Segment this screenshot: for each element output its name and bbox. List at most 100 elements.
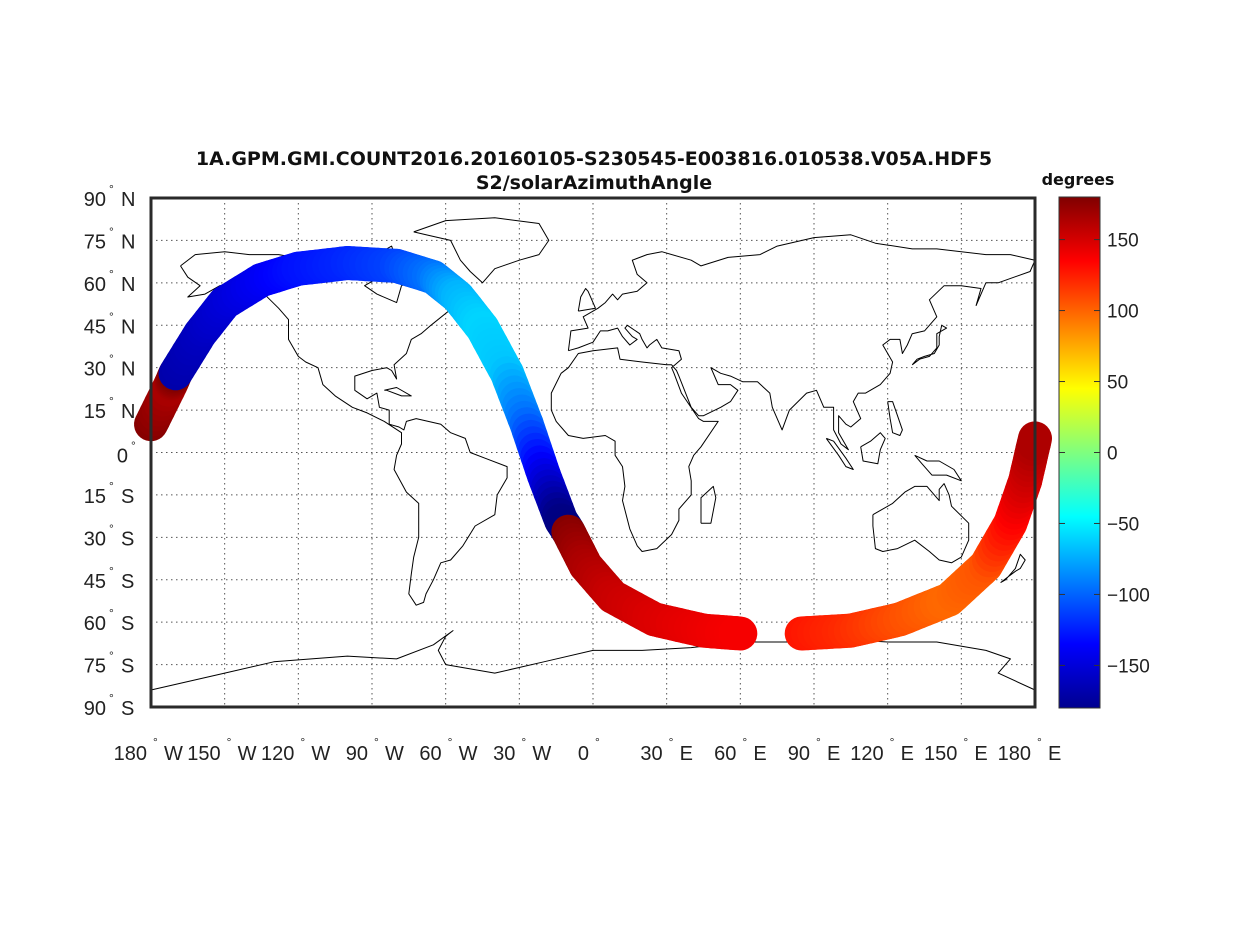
y-tick-degree: ° bbox=[109, 309, 114, 323]
x-tick-hemisphere: W bbox=[459, 743, 478, 765]
coastline bbox=[860, 432, 886, 465]
x-tick-degree: ° bbox=[1037, 735, 1042, 749]
coastline bbox=[1000, 553, 1026, 584]
x-tick-degree: ° bbox=[963, 735, 968, 749]
y-tick-number: 75 bbox=[84, 231, 106, 253]
y-tick-degree: ° bbox=[109, 479, 114, 493]
x-tick-label: 180 ° W bbox=[114, 735, 183, 765]
y-tick-number: 75 bbox=[84, 656, 106, 678]
x-tick-number: 180 bbox=[998, 743, 1031, 765]
x-tick-label: 120 ° E bbox=[850, 735, 914, 765]
x-tick-degree: ° bbox=[374, 735, 379, 749]
y-tick-hemisphere: N bbox=[121, 401, 135, 423]
y-tick-label: 15 ° N bbox=[84, 394, 136, 423]
coastline bbox=[914, 454, 962, 482]
colorbar-tick-label: 0 bbox=[1107, 444, 1118, 465]
x-tick-hemisphere: W bbox=[532, 743, 551, 765]
y-tick-number: 30 bbox=[84, 528, 106, 550]
coastlines bbox=[150, 217, 1036, 691]
y-tick-degree: ° bbox=[109, 691, 114, 705]
x-tick-hemisphere: W bbox=[385, 743, 404, 765]
y-tick-hemisphere: S bbox=[121, 656, 134, 678]
y-tick-degree: ° bbox=[109, 224, 114, 238]
x-tick-number: 150 bbox=[187, 743, 220, 765]
y-tick-degree: ° bbox=[109, 564, 114, 578]
y-tick-degree: ° bbox=[109, 267, 114, 281]
x-axis-ticks: 180°W 150°W 120°W 90°W 60°W 30°W 0°30°E 60°E 90°… bbox=[114, 735, 1062, 765]
x-tick-number: 30 bbox=[640, 743, 662, 765]
chart-subtitle: S2/solarAzimuthAngle bbox=[476, 172, 712, 194]
y-tick-label: 30 ° S bbox=[84, 521, 135, 550]
y-tick-number: 15 bbox=[84, 401, 106, 423]
y-tick-number: 90 bbox=[84, 189, 106, 211]
x-tick-number: 90 bbox=[346, 743, 368, 765]
x-tick-number: 30 bbox=[493, 743, 515, 765]
x-tick-label: 180 ° E bbox=[998, 735, 1062, 765]
y-tick-label: 90 ° S bbox=[84, 691, 135, 720]
x-tick-label: 30 ° W bbox=[493, 735, 551, 765]
x-tick-degree: ° bbox=[669, 735, 674, 749]
coastline bbox=[825, 437, 854, 470]
y-tick-label: 0 ° bbox=[117, 439, 136, 468]
x-tick-label: 90 ° W bbox=[346, 735, 404, 765]
colorbar-tick-label: −150 bbox=[1107, 656, 1150, 677]
x-tick-number: 180 bbox=[114, 743, 147, 765]
swath-data bbox=[134, 246, 1052, 651]
y-tick-number: 45 bbox=[84, 571, 106, 593]
colorbar: degrees 150 100 50 0 −50 −100 −150 bbox=[1042, 170, 1150, 709]
y-tick-label: 45 ° S bbox=[84, 564, 135, 593]
x-tick-label: 0° bbox=[578, 735, 600, 765]
map-frame bbox=[149, 196, 1037, 709]
y-tick-number: 60 bbox=[84, 613, 106, 635]
y-tick-number: 45 bbox=[84, 316, 106, 338]
x-tick-number: 60 bbox=[714, 743, 736, 765]
y-tick-label: 15 ° S bbox=[84, 479, 135, 508]
y-tick-degree: ° bbox=[109, 394, 114, 408]
x-tick-degree: ° bbox=[890, 735, 895, 749]
y-tick-number: 0 bbox=[117, 446, 128, 468]
coastline bbox=[700, 485, 717, 524]
x-tick-hemisphere: W bbox=[311, 743, 330, 765]
x-tick-degree: ° bbox=[816, 735, 821, 749]
y-tick-degree: ° bbox=[109, 649, 114, 663]
coastline bbox=[911, 324, 948, 366]
colorbar-tick-label: −100 bbox=[1107, 585, 1150, 606]
y-tick-label: 60 ° S bbox=[84, 606, 135, 635]
chart-title: 1A.GPM.GMI.COUNT2016.20160105-S230545-E0… bbox=[196, 148, 992, 170]
x-tick-hemisphere: E bbox=[680, 743, 693, 765]
y-tick-number: 90 bbox=[84, 698, 106, 720]
x-tick-degree: ° bbox=[153, 735, 158, 749]
x-tick-label: 150 ° W bbox=[187, 735, 256, 765]
y-tick-degree: ° bbox=[109, 606, 114, 620]
y-tick-degree: ° bbox=[109, 182, 114, 196]
y-tick-hemisphere: N bbox=[121, 316, 135, 338]
x-tick-hemisphere: E bbox=[974, 743, 987, 765]
y-tick-hemisphere: N bbox=[121, 274, 135, 296]
x-tick-number: 120 bbox=[261, 743, 294, 765]
coastline bbox=[887, 401, 903, 436]
x-tick-degree: ° bbox=[595, 735, 600, 749]
x-tick-hemisphere: E bbox=[901, 743, 914, 765]
x-tick-number: 0 bbox=[578, 743, 589, 765]
x-tick-label: 120 ° W bbox=[261, 735, 330, 765]
y-tick-degree: ° bbox=[109, 352, 114, 366]
x-tick-label: 60 ° E bbox=[714, 735, 767, 765]
x-tick-number: 150 bbox=[924, 743, 957, 765]
x-tick-degree: ° bbox=[521, 735, 526, 749]
y-tick-label: 75 ° N bbox=[84, 224, 136, 253]
map-plot-area bbox=[134, 196, 1052, 709]
y-tick-hemisphere: S bbox=[121, 486, 134, 508]
y-tick-label: 90 ° N bbox=[84, 182, 136, 211]
x-tick-hemisphere: E bbox=[1048, 743, 1061, 765]
y-axis-ticks: 90 ° N75 ° N60 ° N45 ° N30 ° N15 ° N0 °15 ° S30 ° S45 ° S60… bbox=[84, 182, 136, 720]
y-tick-degree: ° bbox=[109, 521, 114, 535]
colorbar-gradient bbox=[1058, 196, 1101, 709]
x-tick-degree: ° bbox=[227, 735, 232, 749]
x-tick-hemisphere: E bbox=[753, 743, 766, 765]
y-tick-number: 30 bbox=[84, 359, 106, 381]
x-tick-degree: ° bbox=[300, 735, 305, 749]
x-tick-label: 90 ° E bbox=[788, 735, 841, 765]
x-tick-label: 60 ° W bbox=[419, 735, 477, 765]
colorbar-ticks: 150 100 50 0 −50 −100 −150 bbox=[1059, 231, 1150, 677]
colorbar-tick-label: 50 bbox=[1107, 373, 1128, 394]
